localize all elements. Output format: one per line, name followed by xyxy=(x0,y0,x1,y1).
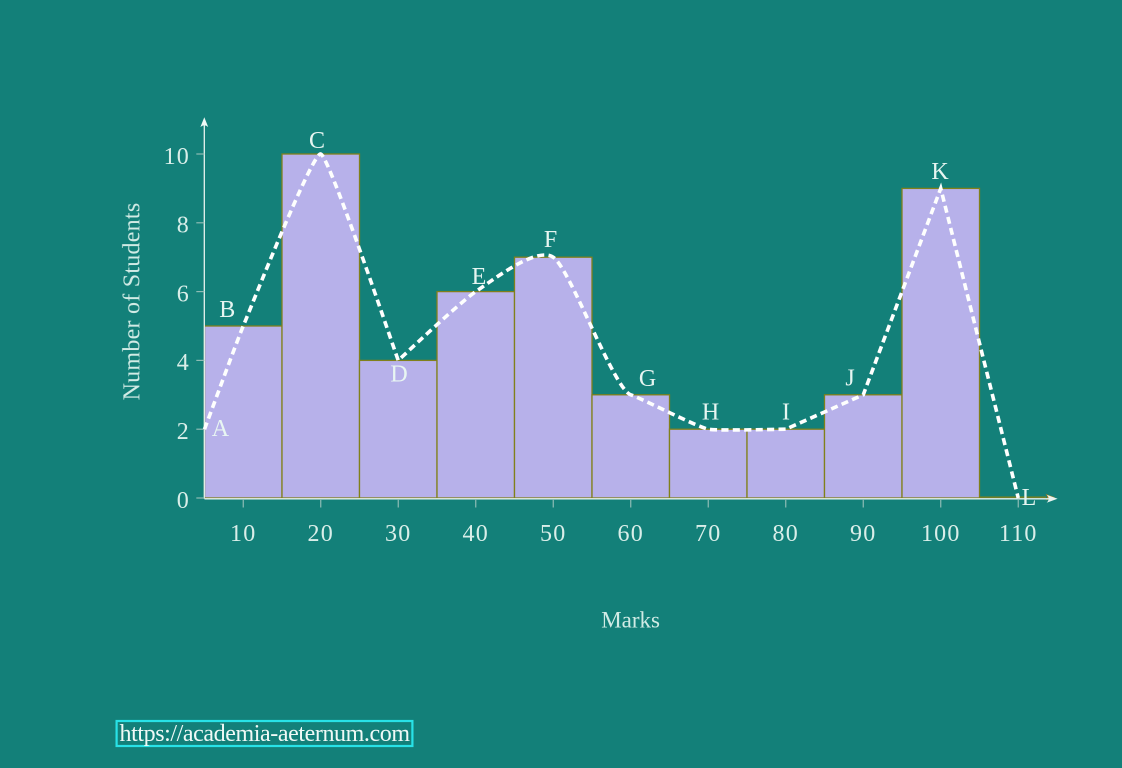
svg-text:D: D xyxy=(390,362,407,388)
svg-text:10: 10 xyxy=(230,521,256,547)
svg-text:B: B xyxy=(219,297,235,323)
svg-text:30: 30 xyxy=(385,521,411,547)
svg-text:G: G xyxy=(639,366,656,392)
svg-text:40: 40 xyxy=(463,521,489,547)
svg-text:4: 4 xyxy=(177,350,190,376)
svg-text:90: 90 xyxy=(850,521,876,547)
svg-text:6: 6 xyxy=(177,281,190,307)
svg-text:I: I xyxy=(782,400,790,426)
svg-text:L: L xyxy=(1022,485,1037,511)
svg-text:A: A xyxy=(212,416,230,442)
svg-text:20: 20 xyxy=(308,521,334,547)
svg-text:80: 80 xyxy=(773,521,799,547)
svg-text:https://academia-aeternum.com: https://academia-aeternum.com xyxy=(120,721,411,747)
svg-text:Marks: Marks xyxy=(601,608,660,633)
svg-text:J: J xyxy=(845,366,854,392)
svg-text:H: H xyxy=(702,400,719,426)
svg-text:C: C xyxy=(309,128,325,154)
svg-text:8: 8 xyxy=(177,213,190,239)
svg-text:Number of Students: Number of Students xyxy=(119,203,145,401)
svg-text:100: 100 xyxy=(921,521,961,547)
svg-text:110: 110 xyxy=(999,521,1038,547)
svg-text:E: E xyxy=(472,264,487,290)
svg-text:50: 50 xyxy=(540,521,566,547)
svg-text:70: 70 xyxy=(695,521,721,547)
svg-text:K: K xyxy=(931,159,949,185)
svg-text:0: 0 xyxy=(177,488,190,514)
svg-text:10: 10 xyxy=(164,144,190,170)
svg-text:60: 60 xyxy=(618,521,644,547)
svg-text:2: 2 xyxy=(177,419,190,445)
svg-text:F: F xyxy=(544,227,557,253)
